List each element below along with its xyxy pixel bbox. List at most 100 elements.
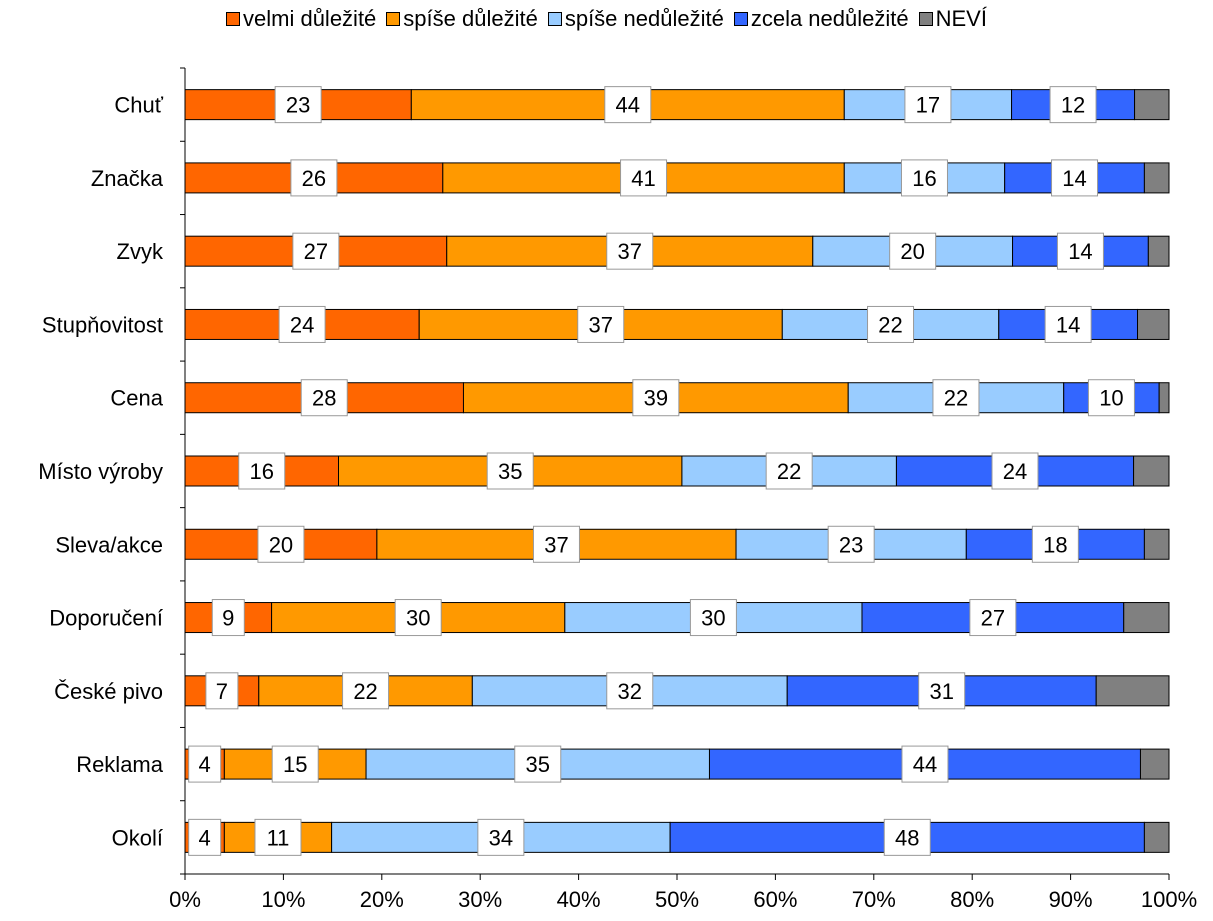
x-tick-label: 80% [950,887,994,912]
data-label-box [827,525,875,563]
data-label-box [188,745,222,783]
bar-segment [1143,821,1170,853]
legend-item-spise-dulezite: spíše důležité [386,6,538,32]
bar-segment [1143,162,1170,194]
data-label-box [290,159,338,197]
data-label-box [689,599,737,637]
data-label: 34 [489,825,513,850]
data-label: 10 [1099,386,1123,411]
data-label-box [257,525,305,563]
data-label: 14 [1068,239,1092,264]
data-label: 7 [216,679,228,704]
data-label-box [188,818,222,856]
x-tick-label: 100% [1141,887,1197,912]
data-label-box [606,232,654,270]
data-label: 37 [588,312,612,337]
data-label-box [1051,159,1099,197]
data-label: 22 [777,459,801,484]
legend-swatch [733,12,748,26]
data-label-box [532,525,580,563]
data-label: 4 [199,752,211,777]
legend-label: velmi důležité [243,6,377,31]
data-label-box [991,452,1039,490]
legend-swatch [547,12,562,26]
category-label: Místo výroby [38,459,163,484]
category-label: Okolí [112,825,163,850]
data-label: 32 [618,679,642,704]
category-label: Zvyk [117,239,164,264]
legend-label: NEVÍ [935,6,987,31]
data-label: 37 [618,239,642,264]
legend-label: zcela nedůležité [750,6,909,31]
data-label: 18 [1043,532,1067,557]
data-label: 48 [895,825,919,850]
data-label: 28 [312,386,336,411]
bar-segment [1134,89,1170,121]
data-label-box [577,305,625,343]
data-label: 16 [912,166,936,191]
data-label-box [342,672,390,710]
data-label: 12 [1061,93,1085,118]
x-tick-label: 30% [458,887,502,912]
category-label: Doporučení [49,606,163,631]
data-label-box [1056,232,1104,270]
data-label: 27 [304,239,328,264]
legend-item-zcela-nedulezite: zcela nedůležité [733,6,909,32]
x-tick-label: 90% [1049,887,1093,912]
data-label-box [477,818,525,856]
data-label: 23 [286,93,310,118]
category-label: České pivo [54,679,163,704]
data-label: 15 [283,752,307,777]
data-label: 30 [406,606,430,631]
data-label-box [889,232,937,270]
data-label: 22 [878,312,902,337]
data-label: 4 [199,825,211,850]
data-label-box [883,818,931,856]
bar-segment [1123,602,1170,634]
x-tick-label: 70% [852,887,896,912]
legend-item-spise-nedulezite: spíše nedůležité [547,6,724,32]
data-label: 14 [1062,166,1086,191]
data-label: 35 [498,459,522,484]
category-label: Stupňovitost [42,312,163,337]
bar-segment [1143,528,1170,560]
data-label: 31 [929,679,953,704]
data-label: 11 [267,825,290,850]
data-label: 24 [1003,459,1027,484]
legend-swatch [226,12,241,26]
data-label-box [300,379,348,417]
data-label: 22 [944,386,968,411]
data-label-box [969,599,1017,637]
legend-label: spíše důležité [403,6,538,31]
data-label: 41 [631,166,655,191]
category-label: Značka [91,166,164,191]
data-label-box [238,452,286,490]
data-label-box [1087,379,1135,417]
data-label: 16 [250,459,274,484]
legend-item-nevi: NEVÍ [918,6,987,32]
legend-label: spíše nedůležité [564,6,724,31]
data-label: 44 [913,752,937,777]
category-label: Reklama [76,752,164,777]
data-label-box [632,379,680,417]
data-label-box [1031,525,1079,563]
data-label-box [901,745,949,783]
data-label: 23 [839,532,863,557]
data-label: 20 [900,239,924,264]
category-label: Cena [110,386,163,411]
x-tick-label: 60% [753,887,797,912]
data-label-box [918,672,966,710]
data-label: 37 [544,532,568,557]
bar-segment [1137,308,1170,340]
bar-segment [1147,235,1170,267]
legend-item-velmi-dulezite: velmi důležité [226,6,376,32]
bar-segment [1158,382,1170,414]
data-label-box [904,86,952,124]
data-label: 24 [290,312,314,337]
bar-segment [1095,675,1170,707]
data-label-box [1044,305,1092,343]
data-label: 44 [616,93,640,118]
data-label-box [292,232,340,270]
